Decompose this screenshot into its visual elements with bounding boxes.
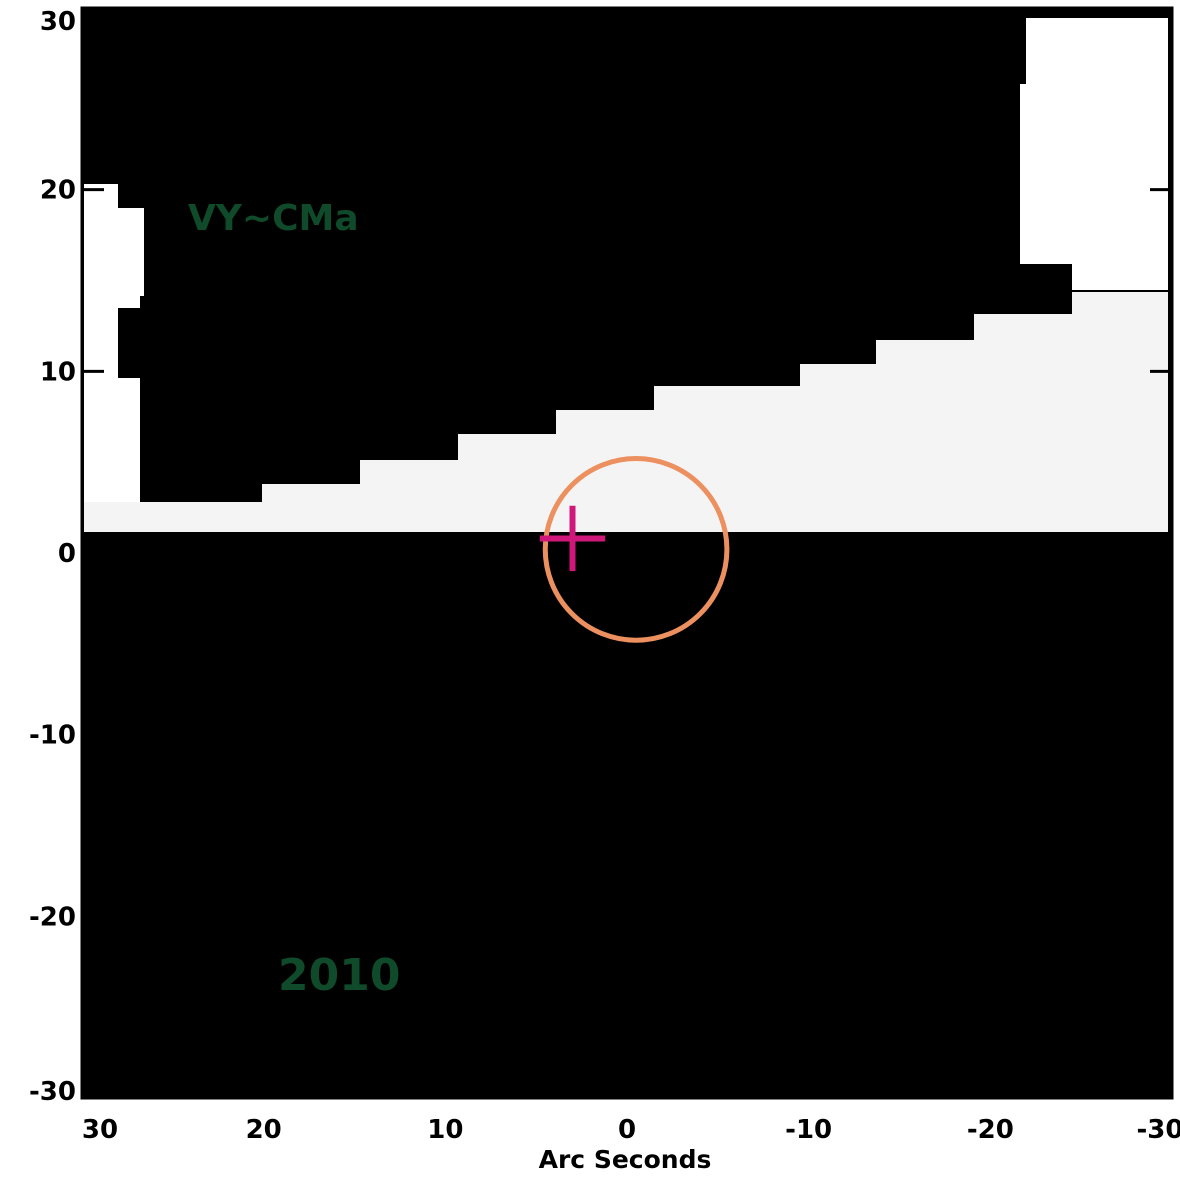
target-circle (542, 456, 730, 643)
cross-marker (539, 505, 606, 572)
y-tick-label: 20 (40, 176, 76, 206)
y-axis-tick-labels: 30 20 10 0 -10 -20 -30 (29, 7, 76, 1107)
saturated-region-left-notch (118, 308, 140, 378)
x-tick-label: 10 (427, 1115, 463, 1145)
x-axis-title: Arc Seconds (539, 1145, 712, 1174)
saturated-band (84, 292, 1168, 532)
saturated-region-top-right (1020, 18, 1168, 290)
x-tick-label: 20 (246, 1115, 282, 1145)
x-tick-label: -20 (967, 1115, 1014, 1145)
x-tick-label: -30 (1137, 1115, 1180, 1145)
x-axis-tick-labels: 30 20 10 0 -10 -20 -30 (82, 1115, 1180, 1145)
y-tick-label: 0 (58, 539, 76, 569)
x-tick-label: -10 (785, 1115, 832, 1145)
y-axis-ticks (82, 6, 1172, 1100)
x-tick-label: 0 (618, 1115, 636, 1145)
image-area (82, 8, 1172, 1098)
y-tick-label: 30 (40, 7, 76, 37)
x-tick-label: 30 (82, 1115, 118, 1145)
saturated-region-left (84, 184, 144, 502)
x-axis-ticks (80, 8, 1174, 1098)
year-label: 2010 (278, 950, 400, 1001)
y-tick-label: -30 (29, 1077, 76, 1107)
object-label: VY~CMa (188, 198, 359, 239)
y-tick-label: 10 (40, 357, 76, 387)
y-tick-label: -10 (29, 721, 76, 751)
y-tick-label: -20 (29, 902, 76, 932)
image-background (82, 8, 1172, 1098)
